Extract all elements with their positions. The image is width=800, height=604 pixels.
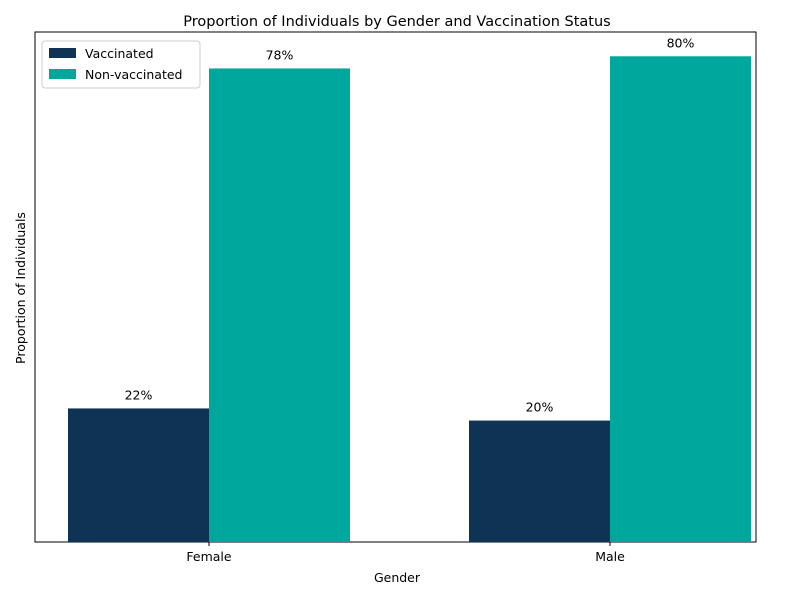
data-label-non-vaccinated-female: 78% — [266, 47, 294, 62]
legend-swatch-non-vaccinated — [49, 69, 76, 79]
chart-title: Proportion of Individuals by Gender and … — [183, 14, 610, 30]
legend-label-vaccinated: Vaccinated — [85, 46, 154, 61]
legend-swatch-vaccinated — [49, 48, 76, 58]
data-label-vaccinated-male: 20% — [526, 400, 554, 415]
plot-area-frame — [34, 31, 757, 543]
legend: Vaccinated Non-vaccinated — [41, 40, 201, 89]
x-tick-label-male: Male — [595, 549, 625, 564]
bars-layer: 22% 78% 20% 80% — [68, 35, 751, 543]
bar-non-vaccinated-male — [610, 56, 751, 543]
x-tick-label-female: Female — [186, 549, 232, 564]
x-ticks-layer: Female Male — [186, 542, 625, 564]
data-label-non-vaccinated-male: 80% — [667, 35, 695, 50]
y-axis-label: Proportion of Individuals — [13, 212, 28, 364]
bar-vaccinated-female — [68, 408, 209, 542]
bar-non-vaccinated-female — [209, 68, 350, 542]
data-label-vaccinated-female: 22% — [125, 387, 153, 402]
x-axis-label: Gender — [374, 570, 421, 585]
bar-vaccinated-male — [469, 420, 610, 542]
legend-label-non-vaccinated: Non-vaccinated — [85, 67, 182, 82]
legend-frame — [41, 40, 201, 89]
